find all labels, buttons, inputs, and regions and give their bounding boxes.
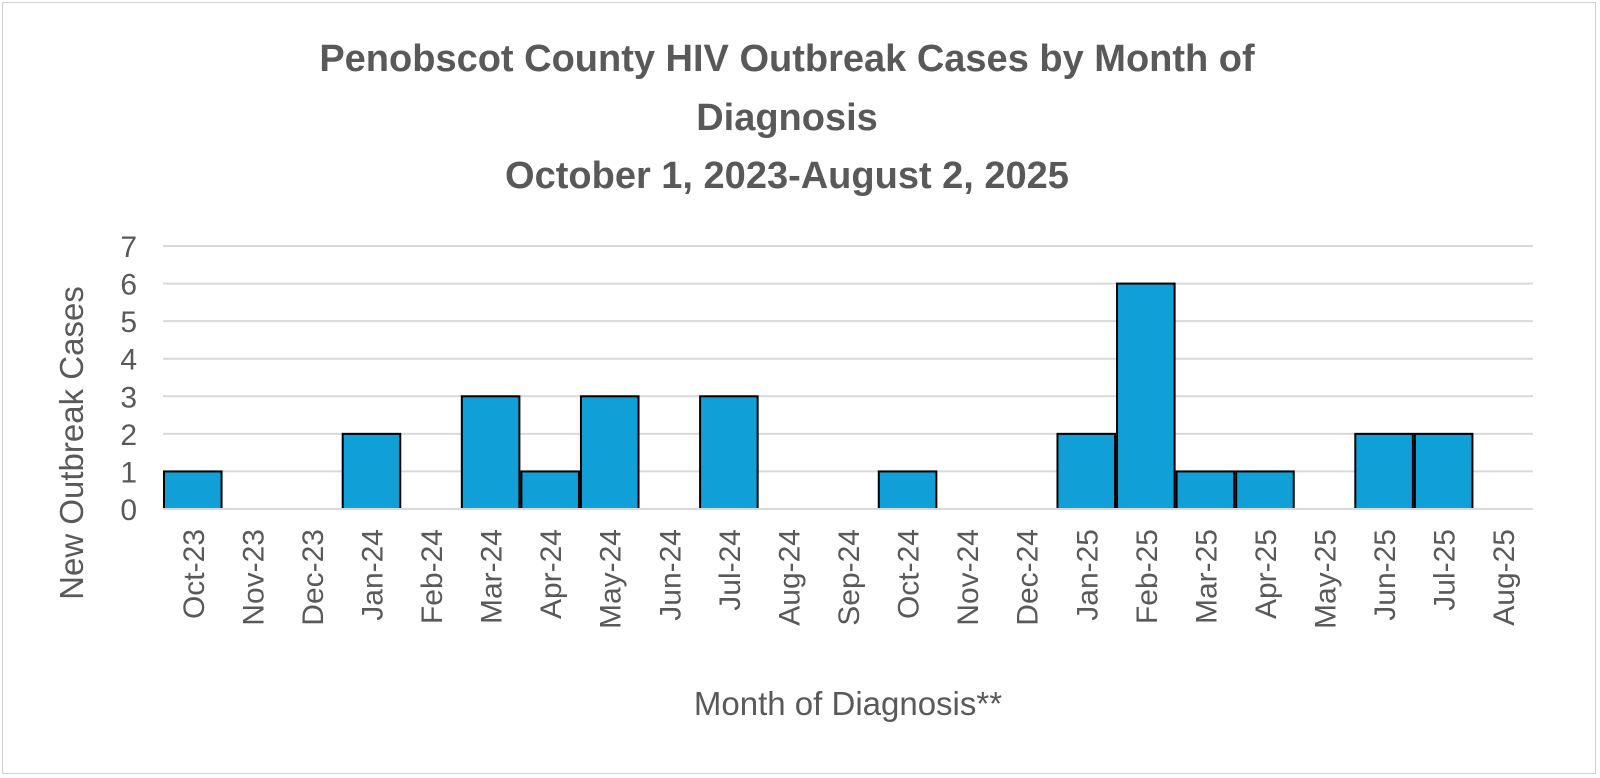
y-tick-label: 4 (120, 344, 137, 377)
x-tick-label: Aug-24 (773, 529, 806, 626)
x-tick-label: Sep-24 (833, 529, 866, 626)
x-tick-label: Oct-24 (893, 529, 926, 619)
x-tick-label: Jan-24 (356, 529, 389, 621)
chart-title-line-2: Diagnosis (696, 97, 878, 139)
x-tick-label: Mar-24 (476, 529, 509, 624)
x-tick-label: Jan-25 (1071, 529, 1104, 621)
bar-mar-25 (1175, 470, 1236, 510)
x-tick-label: Dec-23 (297, 529, 330, 626)
x-tick-label: Apr-24 (535, 529, 568, 619)
y-tick-label: 5 (120, 306, 137, 339)
x-tick-label: Nov-24 (952, 529, 985, 626)
y-axis-ticks: 0 1 2 3 4 5 6 7 (120, 231, 137, 527)
y-tick-label: 1 (120, 456, 137, 489)
x-tick-label: Jul-25 (1429, 529, 1462, 611)
x-tick-label: Jun-24 (654, 529, 687, 621)
bar-oct-24 (877, 470, 938, 510)
bar-apr-24 (520, 470, 580, 510)
x-tick-label: Nov-23 (237, 529, 270, 626)
x-tick-label: Feb-25 (1131, 529, 1164, 624)
x-tick-label: May-25 (1310, 529, 1343, 629)
chart-title: Penobscot County HIV Outbreak Cases by M… (319, 38, 1255, 197)
bar-jul-25 (1413, 432, 1474, 511)
bar-jul-24 (699, 395, 759, 510)
bar-oct-23 (163, 470, 223, 510)
bar-mar-24 (460, 395, 521, 510)
x-tick-label: Jun-25 (1369, 529, 1402, 621)
x-tick-label: May-24 (595, 529, 628, 629)
x-tick-label: Oct-23 (178, 529, 211, 619)
x-tick-label: Aug-25 (1488, 529, 1521, 626)
bar-jun-25 (1354, 432, 1414, 511)
chart-title-line-1: Penobscot County HIV Outbreak Cases by M… (319, 38, 1255, 80)
bar-may-24 (579, 395, 640, 510)
bar-feb-25 (1116, 282, 1176, 511)
bars (163, 282, 1474, 511)
bar-apr-25 (1235, 470, 1295, 510)
y-tick-label: 0 (120, 494, 137, 527)
x-axis-ticks: Oct-23 Nov-23 Dec-23 Jan-24 Feb-24 Mar-24 Apr-… (178, 529, 1521, 629)
y-tick-label: 7 (120, 231, 137, 264)
x-tick-label: Jul-24 (714, 529, 747, 611)
bar-jan-24 (341, 432, 402, 511)
y-axis-title: New Outbreak Cases (53, 286, 90, 600)
x-tick-label: Mar-25 (1190, 529, 1223, 624)
y-tick-label: 2 (120, 419, 137, 452)
x-tick-label: Dec-24 (1012, 529, 1045, 626)
x-axis-title: Month of Diagnosis** (694, 685, 1002, 722)
y-tick-label: 3 (120, 381, 137, 414)
x-tick-label: Apr-25 (1250, 529, 1283, 619)
x-tick-label: Feb-24 (416, 529, 449, 624)
bar-jan-25 (1056, 432, 1117, 511)
bar-chart: Penobscot County HIV Outbreak Cases by M… (53, 38, 1533, 722)
chart-title-line-3: October 1, 2023-August 2, 2025 (505, 155, 1069, 197)
y-tick-label: 6 (120, 269, 137, 302)
